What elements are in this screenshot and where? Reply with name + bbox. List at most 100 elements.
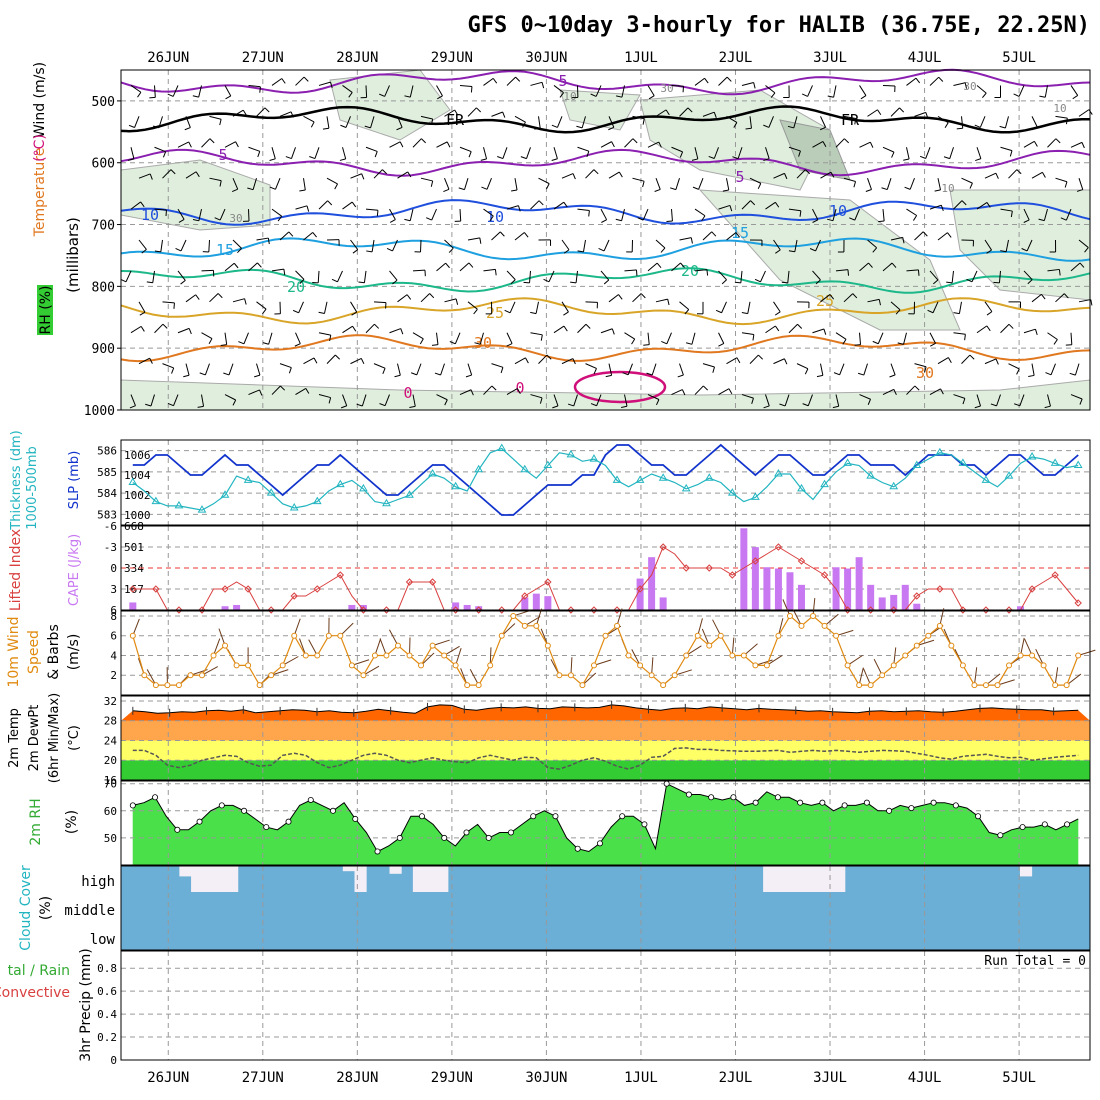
wind-barb [209,177,222,182]
wind-barb [553,85,564,94]
wind-speed-marker [152,682,159,689]
wind-barb [1078,239,1089,248]
wind-barb [903,332,907,345]
wind-barb [891,262,897,268]
slp-axis-label: SLP (mb) [67,451,82,510]
isotherm-label: 10 [141,206,159,224]
wind-barb [446,141,451,148]
wind-barb [167,402,174,407]
wind-barb [768,116,774,128]
wind-barb [890,301,901,311]
wind-barb [732,156,739,160]
wind-barb [763,158,770,162]
wind-barb [820,171,832,179]
wind-barb [940,205,944,212]
wind-barb [514,357,526,365]
cape-bar [233,604,241,610]
wind-speed-marker [210,652,217,659]
y-axis-labels: Wind (m/s)Temperature(°C)RH (%)(millibar… [0,62,94,1062]
thickness-marker [727,488,737,496]
wind-speed-marker [810,612,817,619]
cape-bar [521,597,529,610]
wind-barb [386,247,393,252]
temp-tick-label: 28 [104,715,117,728]
pressure-tick-label: 800 [92,280,115,295]
wind-barb [170,169,176,175]
wind-barb [561,173,574,179]
wind-speed-marker [925,632,932,639]
wind-barb [765,325,776,334]
bottom-date-label: 4JUL [908,1070,942,1086]
wind-barb [694,147,699,160]
wind-barb [209,293,219,303]
wind-barb [288,367,292,374]
wind-barb [530,394,543,399]
wind-barb [703,385,709,391]
wind-barb [404,95,411,98]
wind-barb [256,363,261,376]
wind-barb [976,201,988,210]
wind-barb [248,209,250,222]
surface-wind-barb [389,629,399,646]
wind-barb [749,177,762,184]
wind-barb [827,95,834,98]
wind-barb [483,208,494,217]
wind-barb [1047,394,1051,407]
wind-barb [232,188,238,193]
wind-barb [726,357,738,365]
wind-barb [242,109,247,116]
surface-wind-barb [469,668,480,686]
rh-area-mid [132,783,1079,865]
wind-barb [448,247,454,253]
wind-barb [600,208,608,220]
thickness-marker [1050,458,1060,466]
wind-barb [996,394,1001,407]
cloud-clear-segment [389,866,402,874]
wind-barb [154,250,161,253]
wind-barb [570,281,577,284]
lifted-index-marker [820,571,829,579]
wind-barb [611,328,615,335]
cape-bar [1017,606,1025,610]
wind-barb [835,394,840,407]
wind-barb [556,116,563,128]
wind-barb [1063,293,1069,299]
isotherm-label: 10 [829,202,847,220]
wind-speed-marker [844,662,851,669]
wind-barb [559,92,564,98]
wind-speed-marker [648,672,655,679]
wind-barb [538,200,544,206]
wind-barb [225,95,232,100]
wind-barb [642,181,645,188]
wind-barb [518,205,521,212]
wind-barb [807,394,813,406]
wind-speed-marker [798,622,805,629]
wind-barb [844,138,850,144]
wind-barb [925,147,931,159]
wind-barb [684,309,690,315]
wind-barb [553,325,565,334]
wind-barb [468,262,474,268]
isotherm-line [120,237,1091,262]
wind-barb [188,328,192,335]
wind-barb [192,219,199,222]
wind-barb [666,332,672,344]
wind-barb [735,232,741,238]
rh-marker [196,818,203,825]
cloud-axis-label: Cloud Cover [18,865,34,951]
wind-barb [138,173,151,179]
wind-barb [643,344,650,346]
wind-barb [722,189,729,192]
wind-barb [904,186,911,190]
wind-barb [934,189,941,192]
slp-panel-frame [120,439,1091,526]
wind-barb [553,201,565,210]
wind-barb [444,239,454,249]
wind-speed-marker [671,672,678,679]
wind-barb [621,85,625,98]
wind-barb [679,301,690,310]
temp-axis-label-4: (°C) [67,725,82,751]
wind-barb [209,115,222,120]
wind-barb [961,116,964,129]
